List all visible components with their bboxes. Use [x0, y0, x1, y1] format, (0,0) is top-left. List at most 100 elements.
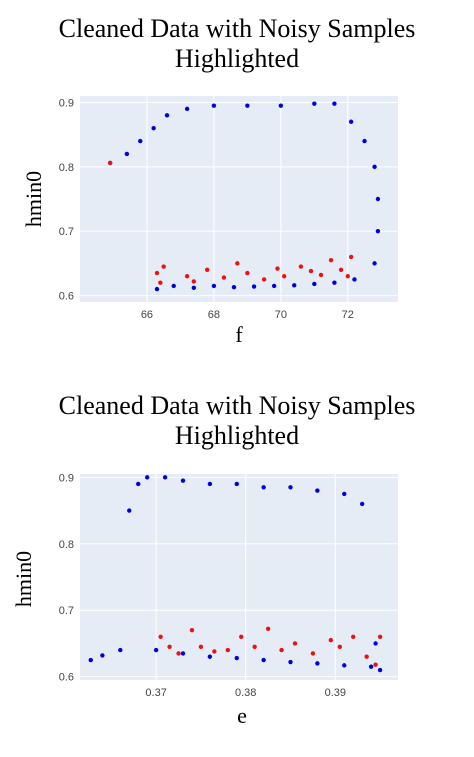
chart2-noisy-point	[328, 637, 334, 643]
chart1-title-line2: Highlighted	[174, 44, 300, 73]
chart2-clean-point	[315, 661, 320, 666]
chart2-noisy-point	[189, 627, 195, 633]
chart1-noisy-point	[298, 264, 304, 269]
chart2-plot-area	[80, 474, 398, 680]
chart1-xlabel: f	[235, 322, 243, 347]
chart1-clean-point	[211, 103, 217, 108]
chart1-plot-area	[80, 96, 398, 302]
chart2-clean-point	[88, 657, 93, 663]
chart2-noisy-point	[279, 647, 284, 653]
chart2-clean-point	[207, 481, 213, 487]
chart1-clean-point	[171, 283, 176, 289]
chart1-clean-point	[271, 283, 277, 289]
chart2-clean-point	[162, 475, 168, 480]
chart1-title: Cleaned Data with Noisy Samples Highligh…	[0, 14, 474, 74]
chart1-noisy-point	[107, 160, 113, 166]
chart2-xtick-label: 0.39	[325, 687, 346, 699]
chart2-title-line2: Highlighted	[174, 421, 300, 450]
chart1-ytick-label: 0.8	[59, 162, 74, 174]
chart2-clean-point	[100, 653, 105, 658]
chart1-clean-point	[138, 138, 143, 144]
chart1-clean-point	[362, 138, 367, 144]
chart2-clean-point	[207, 654, 213, 659]
chart2-noisy-point	[292, 641, 298, 646]
chart2-xtick-label: 0.38	[235, 687, 256, 699]
chart1-plot: 66 68 70 72 0.6 0.7 0.8 0.9	[59, 96, 398, 320]
chart1-xtick-label: 72	[342, 309, 354, 320]
chart2-clean-point	[315, 488, 320, 493]
chart1-ytick-label: 0.6	[59, 291, 74, 303]
chart1-clean-point	[164, 113, 170, 118]
chart2-series-noisy	[158, 626, 383, 667]
chart2-clean-point	[261, 485, 266, 490]
chart1-noisy-point	[154, 270, 160, 276]
chart1-clean-point	[151, 125, 156, 131]
chart1-clean-point	[184, 106, 190, 112]
chart2-noisy-point	[351, 634, 356, 640]
chart1-noisy-point	[318, 272, 324, 278]
chart1-clean-point	[372, 261, 377, 266]
chart1-noisy-point	[205, 267, 210, 273]
chart1-clean-point	[245, 103, 250, 108]
chart1-xtick-label: 68	[208, 309, 220, 320]
chart1-noisy-point	[275, 266, 280, 271]
chart1-ytick-label: 0.9	[59, 97, 74, 109]
chart1-clean-point	[312, 101, 317, 106]
chart1-clean-point	[372, 164, 377, 170]
chart1-noisy-point	[158, 280, 163, 285]
chart1-noisy-point	[184, 274, 190, 279]
chart1-clean-point	[375, 196, 381, 202]
chart1-series-noisy	[107, 160, 354, 285]
chart1-clean-point	[278, 103, 284, 108]
chart2-clean-point	[377, 667, 383, 673]
chart2-xtick-label: 0.37	[145, 687, 166, 699]
chart1-clean-point	[191, 285, 197, 291]
chart1-clean-point	[231, 284, 237, 290]
chart1-noisy-point	[235, 261, 240, 266]
chart2-clean-point	[342, 491, 347, 497]
chart1-clean-point	[211, 283, 217, 289]
chart2-clean-point	[127, 508, 132, 513]
chart1-noisy-point	[308, 268, 314, 274]
chart1-clean-point	[352, 277, 357, 282]
chart2-clean-point	[136, 481, 141, 487]
chart2-noisy-point	[252, 644, 257, 649]
chart2-noisy-point	[373, 662, 378, 667]
chart1-clean-point	[348, 119, 354, 124]
chart1-noisy-point	[221, 275, 227, 280]
chart1-ytick-label: 0.7	[59, 226, 74, 238]
chart2-clean-point	[153, 647, 159, 653]
chart2-clean-point	[288, 485, 293, 490]
chart2-plot: 0.37 0.38 0.39 0.6 0.7 0.8 0.9	[59, 472, 398, 699]
chart2-clean-point	[118, 647, 123, 653]
chart2-noisy-point	[225, 647, 231, 653]
chart2-clean-point	[180, 478, 186, 483]
chart1-noisy-point	[245, 270, 250, 276]
chart1-noisy-point	[261, 277, 267, 282]
chart1-clean-point	[124, 151, 130, 157]
chart2-clean-point	[373, 641, 378, 646]
chart2-clean-point	[261, 657, 266, 663]
chart2-noisy-point	[310, 651, 316, 656]
chart1-noisy-point	[191, 279, 197, 284]
chart2-noisy-point	[337, 644, 342, 649]
chart2-clean-point	[359, 501, 365, 507]
chart1-series-clean	[107, 101, 381, 292]
chart1-noisy-point	[161, 264, 166, 269]
chart2-clean-point	[180, 651, 186, 656]
chart2-noisy-point	[198, 644, 204, 649]
chart1-noisy-point	[345, 274, 350, 279]
chart1-noisy-point	[338, 267, 344, 273]
chart2-clean-point	[144, 475, 150, 480]
chart2-noisy-point	[364, 654, 369, 659]
chart2-noisy-point	[158, 634, 163, 640]
chart1-clean-point	[292, 283, 297, 288]
chart2-ytick-label: 0.6	[59, 672, 74, 684]
chart1-clean-point	[375, 228, 381, 234]
chart1-noisy-point	[281, 274, 287, 279]
chart2-ytick-label: 0.7	[59, 605, 74, 617]
chart2-noisy-point	[212, 649, 217, 654]
chart1-clean-point	[332, 101, 337, 106]
chart1-clean-point	[332, 280, 337, 285]
chart1-noisy-point	[328, 257, 334, 263]
